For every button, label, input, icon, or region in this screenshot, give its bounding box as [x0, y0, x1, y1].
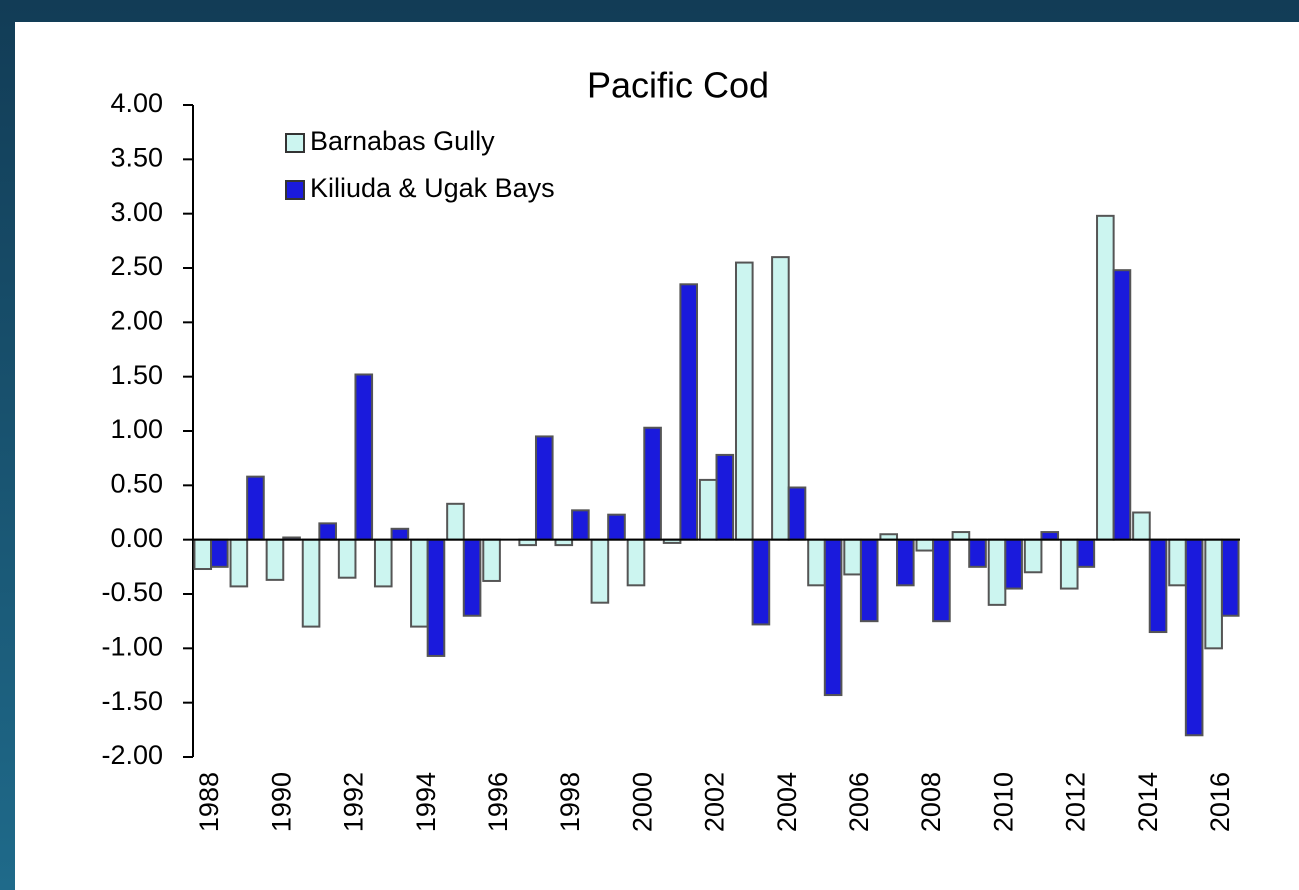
bar	[968, 538, 987, 568]
bar	[1076, 538, 1096, 568]
bar	[1059, 538, 1079, 590]
x-tick-label: 1998	[555, 772, 585, 832]
bar	[915, 538, 935, 552]
bar	[462, 538, 482, 617]
x-tick-label: 1994	[411, 772, 441, 832]
x-tick-label: 1992	[339, 772, 369, 832]
x-tick-label: 2002	[700, 772, 730, 832]
y-tick-label: 1.50	[110, 360, 163, 390]
bar	[229, 538, 249, 588]
bar	[1096, 214, 1115, 541]
bar	[1204, 538, 1223, 650]
y-tick-label: 4.00	[110, 88, 163, 118]
bar	[1112, 269, 1132, 541]
bar	[843, 538, 862, 576]
x-tick-label: 2004	[772, 772, 802, 832]
x-tick-label: 2012	[1061, 772, 1091, 832]
bar	[534, 435, 554, 541]
bar	[679, 283, 699, 541]
bar	[1220, 538, 1240, 617]
bar	[1148, 538, 1168, 634]
bar	[390, 527, 410, 541]
chart-title: Pacific Cod	[587, 65, 769, 106]
bar	[193, 538, 213, 571]
bar	[482, 538, 501, 582]
bar	[571, 509, 590, 541]
bar	[951, 531, 971, 541]
legend-swatch	[285, 180, 305, 200]
x-tick-label: 1996	[483, 772, 513, 832]
bar	[210, 538, 229, 568]
legend-swatch	[285, 133, 305, 153]
bar	[318, 522, 337, 541]
bar	[265, 538, 285, 581]
bar	[1040, 531, 1060, 541]
legend-label: Barnabas Gully	[310, 126, 495, 156]
bar	[354, 373, 374, 541]
bar	[246, 475, 265, 541]
bar	[807, 538, 826, 587]
bar	[787, 486, 807, 541]
bar	[1004, 538, 1023, 590]
bar	[373, 538, 393, 588]
y-tick-label: 3.00	[110, 197, 163, 227]
x-tick-label: 2014	[1133, 772, 1163, 832]
bar	[1132, 511, 1151, 541]
bar	[626, 538, 646, 587]
y-tick-label: -1.00	[101, 631, 163, 661]
bar	[590, 538, 610, 604]
y-tick-label: 1.00	[110, 414, 163, 444]
bar	[823, 538, 843, 697]
bar	[1023, 538, 1043, 574]
bar	[337, 538, 357, 579]
bar	[896, 538, 915, 587]
y-tick-label: -1.50	[101, 686, 163, 716]
bar	[987, 538, 1007, 606]
x-tick-label: 2016	[1205, 772, 1235, 832]
x-tick-label: 2000	[627, 772, 657, 832]
bar	[771, 256, 790, 541]
bar	[734, 261, 754, 541]
y-tick-label: -2.00	[101, 740, 163, 770]
bar	[932, 538, 951, 623]
y-tick-label: -0.50	[101, 577, 163, 607]
bar	[1168, 538, 1187, 587]
y-tick-label: 2.50	[110, 251, 163, 281]
bar	[426, 538, 446, 657]
bar	[643, 426, 662, 541]
bar	[301, 538, 321, 628]
y-tick-label: 0.00	[110, 523, 163, 553]
x-tick-label: 2008	[916, 772, 946, 832]
x-tick-label: 2010	[988, 772, 1018, 832]
y-tick-label: 0.50	[110, 468, 163, 498]
bar	[446, 502, 465, 541]
x-tick-label: 1990	[266, 772, 296, 832]
bar	[751, 538, 771, 626]
legend-label: Kiliuda & Ugak Bays	[310, 173, 555, 203]
bar	[410, 538, 429, 628]
bar	[859, 538, 879, 623]
x-tick-label: 1988	[194, 772, 224, 832]
bar	[1184, 538, 1204, 737]
x-tick-label: 2006	[844, 772, 874, 832]
y-tick-label: 3.50	[110, 142, 163, 172]
y-tick-label: 2.00	[110, 305, 163, 335]
bar	[607, 513, 626, 541]
bar	[698, 478, 718, 541]
bar	[715, 453, 735, 541]
